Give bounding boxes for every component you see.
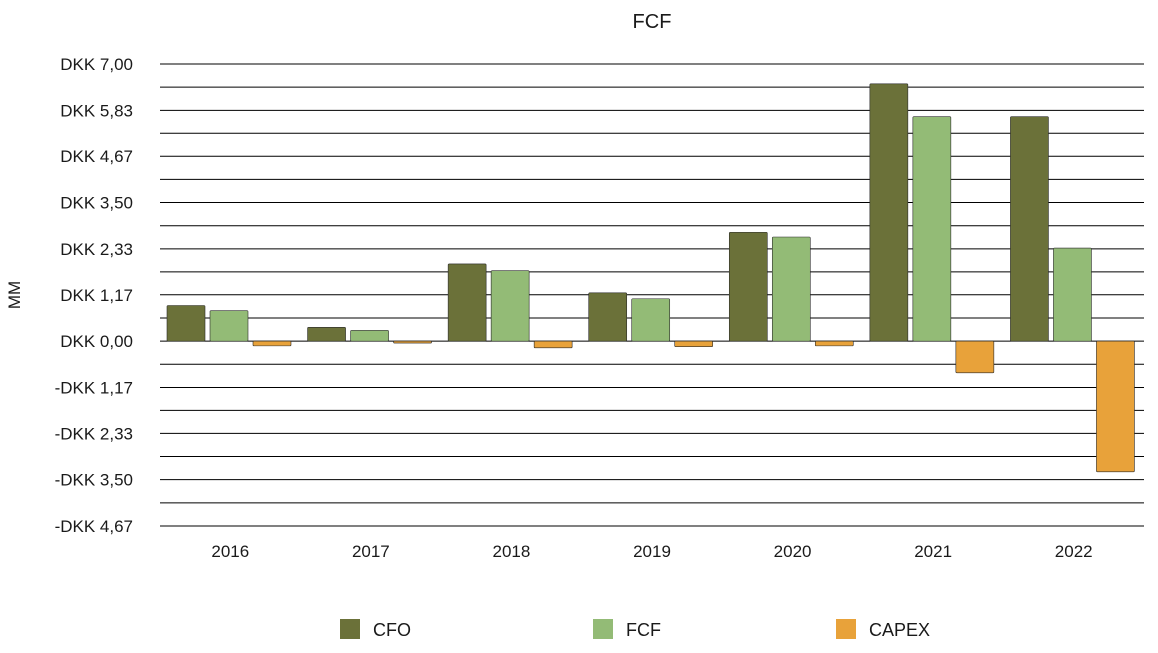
y-tick-labels: DKK 7,00 DKK 5,83 DKK 4,67 DKK 3,50 DKK 2,33… — [55, 55, 133, 536]
y-tick-label: DKK 0,00 — [60, 332, 133, 351]
bar-cfo-2019 — [588, 292, 628, 342]
x-tick-label: 2022 — [1055, 542, 1093, 561]
legend: CFO FCF CAPEX — [340, 619, 930, 640]
legend-swatch-fcf — [593, 619, 613, 639]
bar-cfo-2016 — [166, 305, 206, 342]
bar-cfo-2022 — [1010, 116, 1049, 342]
bar-fcf-2021 — [912, 116, 952, 342]
bar-cfo-2018 — [447, 263, 487, 342]
legend-label-capex: CAPEX — [869, 620, 930, 640]
y-tick-label: -DKK 4,67 — [55, 517, 133, 536]
gridlines — [160, 63, 1144, 527]
y-tick-label: -DKK 1,17 — [55, 378, 133, 397]
bars — [166, 83, 1135, 473]
y-tick-label: DKK 4,67 — [60, 147, 133, 166]
bar-capex-2017 — [393, 340, 432, 344]
y-tick-label: DKK 2,33 — [60, 240, 133, 259]
y-tick-label: DKK 7,00 — [60, 55, 133, 74]
bar-capex-2019 — [674, 340, 714, 347]
y-tick-label: DKK 5,83 — [60, 101, 133, 120]
bar-cfo-2021 — [869, 83, 909, 342]
bar-fcf-2019 — [631, 298, 671, 342]
x-tick-label: 2020 — [774, 542, 812, 561]
y-tick-label: DKK 1,17 — [60, 286, 133, 305]
bar-fcf-2022 — [1053, 247, 1092, 342]
bar-cfo-2017 — [307, 326, 346, 342]
bar-fcf-2016 — [209, 310, 249, 342]
y-axis-label: MM — [5, 281, 24, 309]
legend-swatch-capex — [836, 619, 856, 639]
x-tick-label: 2018 — [493, 542, 531, 561]
bar-capex-2020 — [814, 340, 854, 347]
legend-label-fcf: FCF — [626, 620, 661, 640]
bar-cfo-2020 — [728, 231, 768, 342]
legend-label-cfo: CFO — [373, 620, 411, 640]
x-tick-labels: 2016 2017 2018 2019 2020 2021 2022 — [211, 542, 1092, 561]
chart-title: FCF — [633, 11, 672, 33]
x-tick-label: 2016 — [211, 542, 249, 561]
legend-swatch-cfo — [340, 619, 360, 639]
bar-fcf-2018 — [490, 270, 530, 342]
y-tick-label: DKK 3,50 — [60, 194, 133, 213]
bar-capex-2018 — [533, 340, 573, 349]
bar-capex-2016 — [252, 340, 292, 347]
y-tick-label: -DKK 3,50 — [55, 471, 133, 490]
y-tick-label: -DKK 2,33 — [55, 424, 133, 443]
bar-fcf-2017 — [350, 330, 389, 342]
bar-fcf-2020 — [771, 236, 811, 342]
bar-capex-2022 — [1096, 340, 1135, 473]
bar-capex-2021 — [955, 340, 995, 374]
x-tick-label: 2019 — [633, 542, 671, 561]
x-tick-label: 2017 — [352, 542, 390, 561]
x-tick-label: 2021 — [914, 542, 952, 561]
